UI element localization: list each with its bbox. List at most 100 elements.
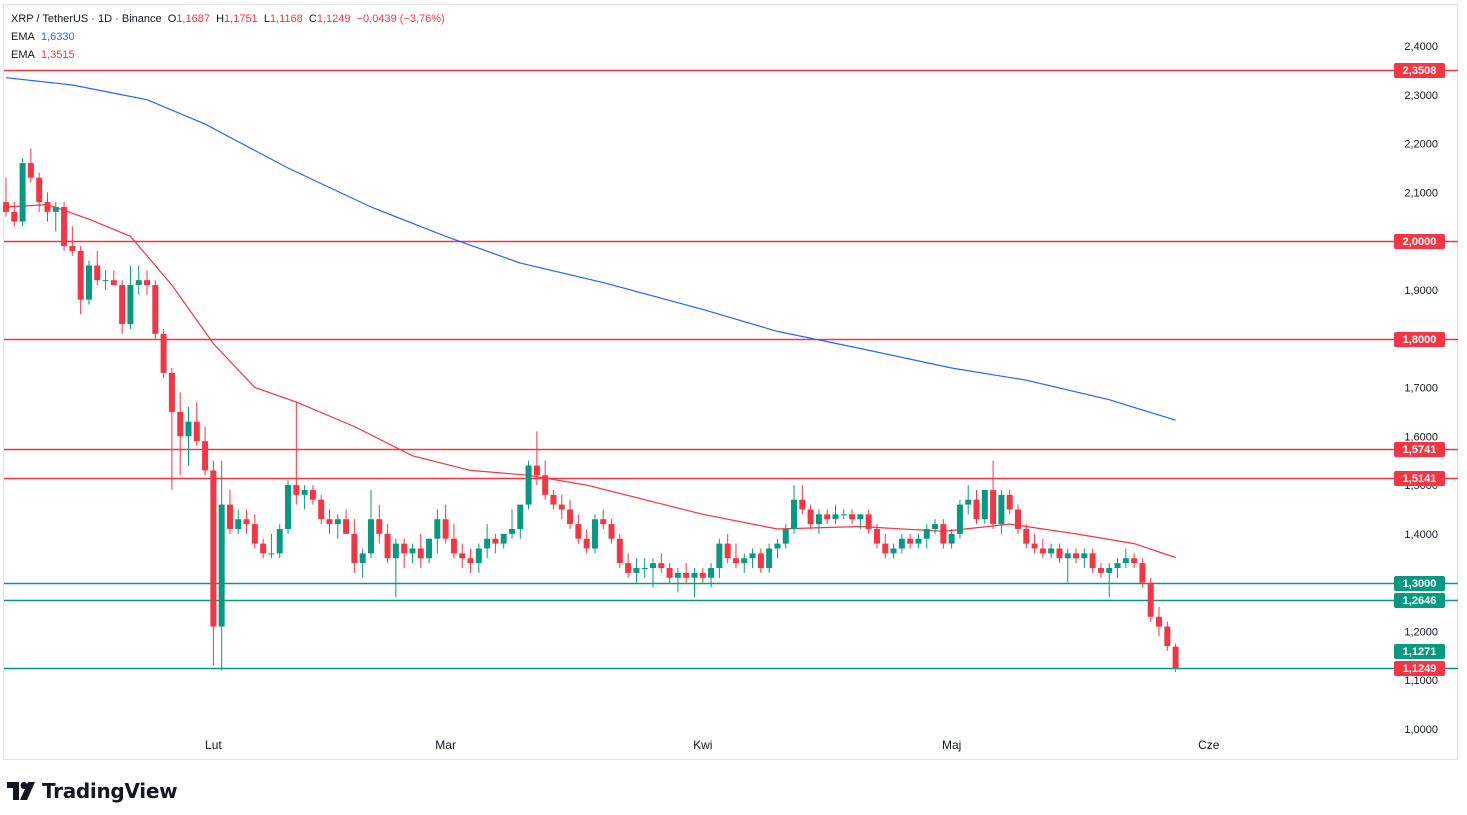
price-tick-label: 1,6000 — [1404, 431, 1438, 443]
price-badge-bg — [1394, 661, 1445, 676]
candle-body — [849, 514, 856, 520]
candle — [417, 533, 424, 569]
candle-body — [724, 543, 731, 559]
candle — [749, 548, 756, 569]
candle-body — [898, 538, 905, 549]
candle-body — [782, 528, 789, 544]
candle-body — [351, 533, 358, 564]
candle-body — [508, 528, 515, 534]
candle — [318, 494, 325, 525]
candle — [185, 407, 192, 466]
candle-body — [1131, 558, 1138, 564]
candle-body — [3, 202, 9, 212]
candle — [608, 519, 615, 544]
candle — [591, 514, 598, 554]
candle-body — [799, 499, 806, 510]
candle-body — [1114, 563, 1121, 569]
candle — [251, 514, 258, 549]
candle — [484, 524, 491, 559]
candle-body — [243, 519, 250, 525]
candle-body — [791, 499, 798, 529]
price-badge-label: 1,2646 — [1403, 595, 1437, 607]
candle — [177, 392, 184, 476]
candle-body — [932, 524, 939, 529]
price-badge: 1,8000 — [1394, 332, 1445, 347]
time-tick-label: Kwi — [693, 738, 712, 752]
candle — [708, 563, 715, 588]
candle — [36, 172, 43, 212]
candle-body — [235, 519, 242, 529]
candle — [127, 265, 134, 329]
price-tick-label: 1,7000 — [1404, 383, 1438, 395]
candle — [392, 538, 399, 598]
candle — [550, 489, 557, 510]
candle-body — [19, 163, 26, 222]
candle — [567, 499, 574, 529]
candle — [426, 538, 433, 564]
price-tick-label: 1,9000 — [1404, 285, 1438, 297]
candle-body — [981, 489, 988, 520]
candle-body — [1139, 563, 1146, 583]
symbol-legend[interactable]: XRP / TetherUS · 1D · Binance O1,1687 H1… — [11, 11, 445, 28]
candle — [583, 528, 590, 554]
candle — [1147, 577, 1154, 622]
indicator-name: EMA — [11, 49, 35, 61]
candle — [799, 485, 806, 515]
price-badge-bg — [1394, 644, 1445, 659]
candle — [243, 509, 250, 534]
candle-body — [367, 519, 374, 554]
candle — [193, 402, 200, 447]
candle — [873, 524, 880, 549]
candle — [542, 460, 549, 500]
change-value: −0,0439 (−3,76%) — [356, 13, 445, 25]
candle — [160, 328, 167, 378]
candle-body — [807, 509, 814, 525]
candle — [119, 280, 126, 334]
candle-body — [119, 285, 126, 325]
indicator-legend-ema-long[interactable]: EMA 1,6330 — [11, 29, 75, 46]
price-badge-label: 1,1271 — [1403, 646, 1437, 658]
candle-body — [716, 543, 723, 569]
candle-body — [260, 543, 267, 554]
candle-body — [890, 548, 897, 554]
time-axis[interactable]: Lut Mar Kwi Maj Cze — [205, 738, 1220, 752]
indicator-legend-ema-short[interactable]: EMA 1,3515 — [11, 47, 75, 64]
candle — [351, 519, 358, 573]
candle — [724, 533, 731, 564]
candle-body — [77, 250, 84, 300]
candle — [824, 509, 831, 525]
candle-body — [94, 265, 101, 281]
time-tick-label: Maj — [942, 738, 961, 752]
price-badge: 2,0000 — [1394, 234, 1445, 249]
candle-body — [110, 280, 117, 286]
price-axis[interactable]: 2,4000 2,3000 2,2000 2,1000 2,0000 1,9000 1,80… — [1404, 41, 1438, 736]
candle-body — [202, 441, 209, 471]
price-chart[interactable]: 2,4000 2,3000 2,2000 2,1000 2,0000 1,9000 1,80… — [0, 0, 1467, 760]
candle — [285, 480, 292, 534]
candle-body — [990, 489, 997, 525]
candle-body — [882, 543, 889, 554]
candle-body — [542, 475, 549, 495]
candle — [890, 543, 897, 559]
candle-body — [69, 246, 76, 251]
candle — [309, 485, 316, 505]
candle — [61, 202, 68, 251]
tradingview-logo[interactable]: TradingView — [7, 779, 178, 803]
candle — [674, 568, 681, 593]
candle — [1073, 548, 1080, 564]
price-badge: 1,1249 — [1394, 661, 1445, 676]
time-tick-label: Cze — [1198, 738, 1220, 752]
candle-body — [650, 563, 657, 569]
close-label: C — [308, 13, 317, 25]
candle-body — [766, 548, 773, 569]
candle-body — [832, 514, 839, 520]
candle — [525, 460, 532, 510]
candle — [359, 548, 366, 578]
candle — [401, 538, 408, 569]
candle-body — [467, 558, 474, 564]
candle-body — [36, 177, 43, 203]
candle — [1064, 548, 1071, 583]
candle — [1081, 548, 1088, 569]
candle — [849, 509, 856, 525]
time-tick-label: Lut — [205, 738, 222, 752]
